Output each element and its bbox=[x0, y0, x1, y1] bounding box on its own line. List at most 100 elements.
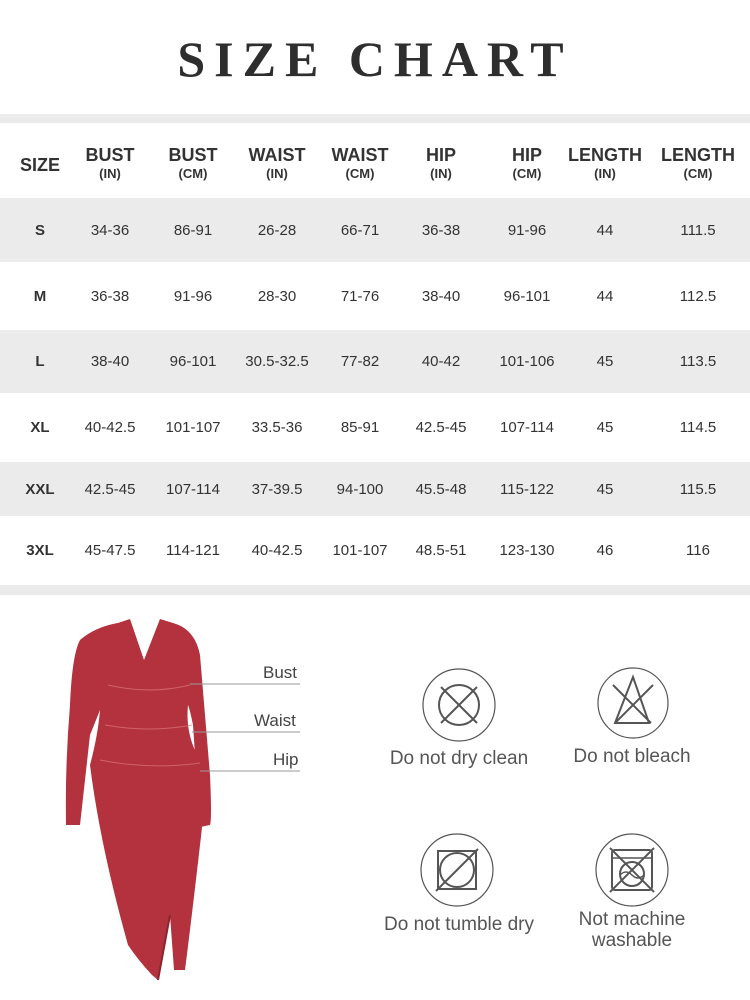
table-cell: 45 bbox=[596, 419, 614, 436]
size-cell: 3XL bbox=[26, 542, 54, 559]
column-header-unit: (CM) bbox=[683, 166, 713, 181]
table-cell: 85-91 bbox=[340, 419, 380, 436]
divider-band bbox=[0, 114, 750, 123]
column-header: BUST (CM) bbox=[169, 145, 218, 181]
do-not-dry-clean-icon bbox=[422, 668, 496, 742]
table-cell: 101-107 bbox=[165, 419, 221, 436]
table-cell: 30.5-32.5 bbox=[245, 353, 309, 370]
table-cell: 91-96 bbox=[507, 221, 547, 239]
care-label: Do not bleach bbox=[573, 746, 691, 767]
column-header: HIP (IN) bbox=[426, 145, 456, 181]
table-row: L 38-40 96-101 30.5-32.5 77-82 40-42 101-106 45… bbox=[0, 330, 750, 393]
table-cell: 96-101 bbox=[503, 287, 551, 305]
table-cell: 45-47.5 bbox=[84, 542, 136, 559]
table-cell: 40-42 bbox=[421, 353, 461, 370]
table-cell: 94-100 bbox=[336, 480, 384, 498]
column-header-unit: (CM) bbox=[345, 166, 375, 181]
column-header-title: WAIST bbox=[331, 145, 389, 165]
table-row: XL 40-42.5 101-107 33.5-36 85-91 42.5-45 107-1… bbox=[0, 393, 750, 462]
table-cell: 40-42.5 bbox=[251, 542, 303, 559]
table-cell: 123-130 bbox=[499, 542, 555, 559]
column-header-title: LENGTH bbox=[661, 145, 735, 165]
table-row: M 36-38 91-96 28-30 71-76 38-40 96-101 44 112.5 bbox=[0, 262, 750, 330]
table-cell: 44 bbox=[596, 287, 614, 305]
column-header: LENGTH (IN) bbox=[568, 145, 642, 181]
table-cell: 44 bbox=[596, 221, 614, 239]
column-header: LENGTH (CM) bbox=[661, 145, 735, 181]
table-cell: 36-38 bbox=[90, 287, 130, 305]
table-cell: 45 bbox=[596, 353, 614, 370]
table-cell: 101-107 bbox=[332, 542, 388, 559]
table-cell: 114.5 bbox=[679, 419, 717, 436]
table-cell: 28-30 bbox=[257, 287, 297, 305]
table-cell: 77-82 bbox=[340, 353, 380, 370]
care-label: Do not tumble dry bbox=[384, 914, 534, 935]
care-label: Do not dry clean bbox=[389, 748, 529, 769]
table-cell: 107-114 bbox=[500, 419, 554, 436]
table-cell: 45.5-48 bbox=[415, 480, 467, 498]
column-header: HIP (CM) bbox=[512, 145, 542, 181]
table-cell: 26-28 bbox=[257, 221, 297, 239]
table-cell: 33.5-36 bbox=[251, 419, 303, 436]
table-cell: 115-122 bbox=[500, 480, 554, 498]
column-header-unit: (IN) bbox=[266, 166, 288, 181]
table-cell: 34-36 bbox=[90, 221, 130, 239]
dress-illustration bbox=[65, 619, 300, 981]
table-cell: 115.5 bbox=[679, 480, 717, 498]
size-cell: S bbox=[34, 221, 46, 239]
page-title: SIZE CHART bbox=[177, 31, 573, 87]
column-header: BUST (IN) bbox=[86, 145, 135, 181]
column-header-unit: (CM) bbox=[178, 166, 208, 181]
size-cell: L bbox=[35, 353, 45, 370]
column-header-title: BUST bbox=[168, 145, 218, 165]
table-cell: 37-39.5 bbox=[251, 480, 303, 498]
dress-shape bbox=[65, 619, 211, 980]
table-cell: 71-76 bbox=[340, 287, 380, 305]
bust-label: Bust bbox=[263, 663, 298, 682]
do-not-bleach-icon bbox=[597, 667, 669, 739]
table-cell: 111.5 bbox=[680, 221, 716, 239]
divider-band bbox=[0, 585, 750, 595]
hip-label: Hip bbox=[273, 750, 299, 769]
table-cell: 114-121 bbox=[166, 542, 220, 559]
column-header-title: BUST bbox=[85, 145, 135, 165]
column-header-title: HIP bbox=[425, 145, 457, 165]
table-cell: 40-42.5 bbox=[84, 419, 136, 436]
table-cell: 38-40 bbox=[421, 287, 461, 305]
table-cell: 42.5-45 bbox=[415, 419, 467, 436]
column-header-title: WAIST bbox=[248, 145, 306, 165]
size-cell: XXL bbox=[25, 480, 55, 498]
table-row: XXL 42.5-45 107-114 37-39.5 94-100 45.5-48 115… bbox=[0, 462, 750, 516]
column-header-unit: (IN) bbox=[594, 166, 616, 181]
column-header-unit: (IN) bbox=[99, 166, 121, 181]
size-cell: M bbox=[33, 287, 47, 305]
not-machine-washable-icon bbox=[595, 833, 669, 907]
table-cell: 116 bbox=[686, 542, 710, 559]
column-header: SIZE bbox=[20, 155, 60, 176]
column-header-unit: (IN) bbox=[430, 166, 452, 181]
table-cell: 66-71 bbox=[340, 221, 380, 239]
table-cell: 91-96 bbox=[173, 287, 213, 305]
table-cell: 96-101 bbox=[169, 353, 217, 370]
care-label: Not machine washable bbox=[578, 909, 686, 951]
table-row: S 34-36 86-91 26-28 66-71 36-38 91-96 44 111.5 bbox=[0, 198, 750, 262]
table-cell: 101-106 bbox=[499, 353, 555, 370]
table-cell: 107-114 bbox=[166, 480, 220, 498]
table-cell: 36-38 bbox=[421, 221, 461, 239]
column-header: WAIST (IN) bbox=[249, 145, 306, 181]
table-row: 3XL 45-47.5 114-121 40-42.5 101-107 48.5-51 12… bbox=[0, 516, 750, 585]
table-cell: 38-40 bbox=[90, 353, 130, 370]
table-cell: 86-91 bbox=[173, 221, 213, 239]
column-header-title: HIP bbox=[511, 145, 543, 165]
waist-label: Waist bbox=[254, 711, 296, 730]
column-header: WAIST (CM) bbox=[332, 145, 389, 181]
table-cell: 48.5-51 bbox=[415, 542, 467, 559]
column-header-title: SIZE bbox=[19, 155, 61, 175]
column-header-title: LENGTH bbox=[568, 145, 642, 165]
table-cell: 112.5 bbox=[679, 287, 717, 305]
column-header-unit: (CM) bbox=[512, 166, 542, 181]
do-not-tumble-dry-icon bbox=[420, 833, 494, 907]
table-cell: 45 bbox=[596, 480, 614, 498]
table-cell: 113.5 bbox=[679, 353, 717, 370]
